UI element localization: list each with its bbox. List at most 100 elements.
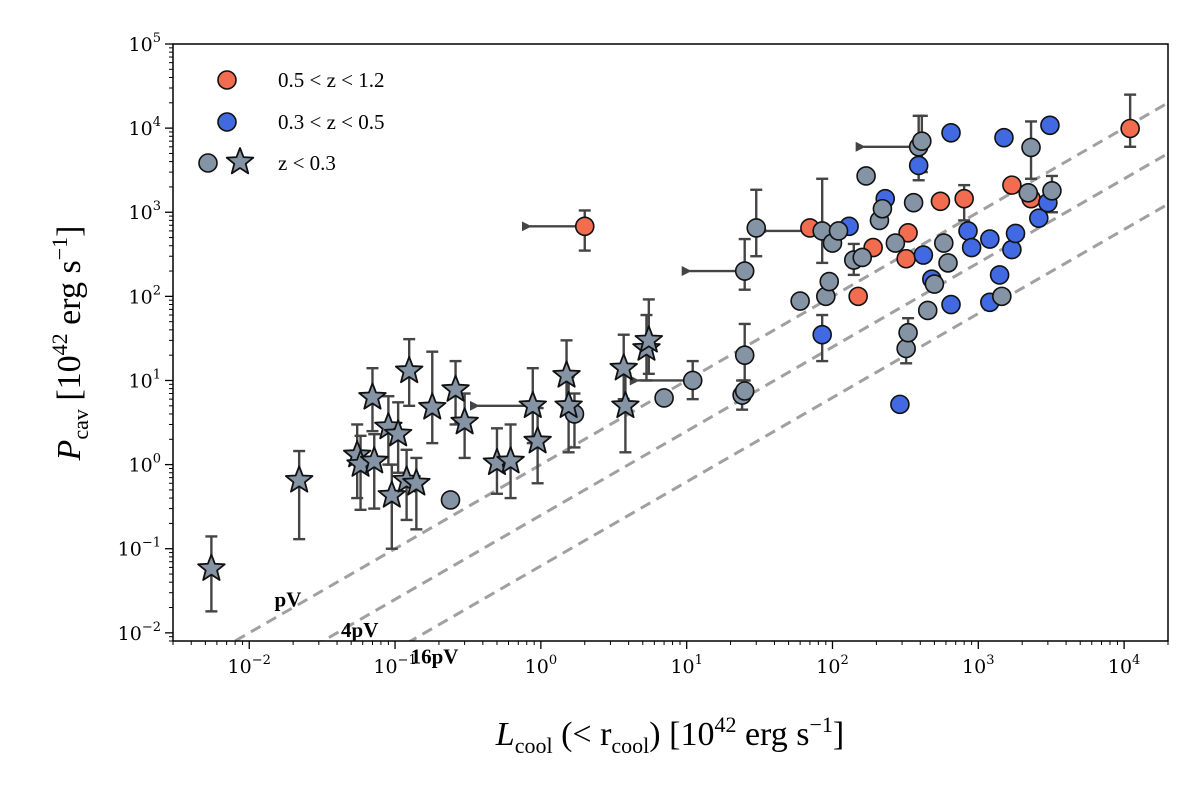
circle-marker (1042, 180, 1062, 201)
legend-marker-star (225, 147, 255, 175)
circle-marker (989, 265, 1010, 285)
x-axis-title-sub2: cool (611, 733, 649, 758)
legend-label: z < 0.3 (278, 151, 336, 175)
circle-marker (898, 222, 918, 243)
y-tick-label: 103 (129, 199, 161, 224)
circle-marker (958, 221, 978, 241)
circle-marker (994, 127, 1014, 148)
x-axis-title-mid: (< r (553, 716, 612, 753)
star-marker (284, 465, 314, 493)
star-marker (383, 419, 413, 447)
circle-marker (734, 345, 755, 365)
circle-marker (790, 291, 810, 311)
circle-marker (1021, 137, 1041, 158)
circle-marker (574, 216, 595, 237)
y-axis-title-exp: 42 (47, 333, 72, 355)
star-marker (496, 446, 525, 474)
circle-marker (896, 248, 916, 269)
star-marker (402, 468, 431, 496)
circle-marker (734, 381, 755, 401)
y-tick-label: 101 (129, 367, 161, 392)
circle-marker (1002, 239, 1022, 260)
star-marker (450, 407, 479, 435)
star-marker (634, 325, 664, 353)
circle-marker (734, 261, 755, 281)
plot-frame (172, 43, 1169, 642)
x-axis-title-unit: erg s (736, 716, 809, 753)
x-tick-label: 102 (816, 653, 848, 678)
y-axis-title: Pcav [1042 erg s−1] (47, 226, 93, 462)
circle-marker (938, 253, 958, 273)
circle-marker (1040, 115, 1060, 136)
x-tick-label: 101 (670, 653, 702, 678)
reference-line-label-4pV: 4pV (341, 618, 378, 642)
legend: 0.5 < z < 1.2 0.3 < z < 0.5 z < 0.3 (198, 68, 385, 175)
circle-marker (746, 218, 767, 238)
circle-marker (1018, 183, 1039, 203)
x-tick-label: 103 (962, 653, 994, 678)
reference-line-label-16pV: 16pV (411, 644, 459, 668)
x-axis-title-close: ] (833, 716, 844, 753)
reference-line-label-pV: pV (275, 588, 302, 612)
star-marker (609, 353, 638, 381)
star-marker (197, 553, 226, 581)
x-tick-label: 100 (525, 653, 557, 678)
x-axis-title: Lcool (< rcool) [1042 erg s−1] (495, 712, 844, 758)
y-axis-title-unit: erg s (51, 260, 88, 333)
circle-marker (917, 300, 938, 321)
circle-marker (992, 286, 1012, 307)
y-tick-label: 102 (129, 283, 161, 308)
y-axis-title-main: P (51, 440, 88, 462)
circle-marker (903, 192, 924, 213)
y-tick-label: 104 (129, 115, 161, 140)
circle-marker (812, 324, 832, 345)
circle-marker (980, 229, 1000, 249)
circle-marker (872, 198, 893, 219)
x-tick-label: 104 (1108, 653, 1140, 678)
y-tick-label: 105 (129, 31, 161, 56)
circle-marker (898, 322, 918, 343)
star-marker (611, 390, 640, 419)
circle-marker (890, 394, 910, 415)
star-marker (518, 390, 547, 419)
circle-marker (1005, 223, 1026, 244)
reference-line-labels: pV 4pV 16pV (275, 588, 459, 669)
x-axis-ticks: 10−2 10−1 100 101 102 103 104 (172, 641, 1169, 678)
x-tick-label: 10−1 (373, 653, 416, 678)
circle-marker (1029, 208, 1049, 228)
star-marker (554, 390, 583, 419)
circle-marker (941, 122, 961, 143)
star-marker (418, 392, 447, 420)
circle-marker (913, 245, 934, 265)
circle-marker (654, 388, 674, 408)
circle-marker (941, 294, 961, 315)
circle-marker (924, 274, 945, 294)
circle-marker (885, 233, 906, 253)
legend-marker-circle (217, 70, 237, 90)
x-tick-label: 10−2 (228, 653, 271, 678)
circle-marker (961, 237, 982, 258)
circle-marker (852, 247, 873, 268)
data-points (197, 93, 1140, 613)
circle-marker (908, 155, 929, 176)
circle-marker (954, 188, 974, 209)
y-axis-title-tail: [10 (51, 355, 88, 409)
x-axis-title-sub: cool (515, 733, 553, 758)
legend-marker-circle (217, 112, 237, 132)
x-axis-title-main: L (495, 716, 515, 753)
y-axis-title-close: ] (51, 226, 88, 237)
star-marker (358, 382, 387, 410)
circle-marker (682, 370, 703, 391)
circle-marker (934, 233, 954, 253)
x-axis-title-tail: ) [10 (649, 716, 714, 753)
y-axis-title-unit-exp: −1 (47, 237, 72, 260)
star-marker (523, 426, 552, 454)
legend-marker-circle (198, 153, 218, 173)
x-axis-title-unit-exp: −1 (809, 712, 832, 737)
y-axis-ticks: 10−2 10−1 100 101 102 103 104 105 (118, 31, 173, 645)
star-marker (360, 446, 389, 474)
star-marker (441, 374, 470, 402)
star-marker (377, 480, 407, 508)
y-tick-label: 10−2 (118, 620, 161, 645)
y-tick-label: 100 (129, 452, 161, 477)
